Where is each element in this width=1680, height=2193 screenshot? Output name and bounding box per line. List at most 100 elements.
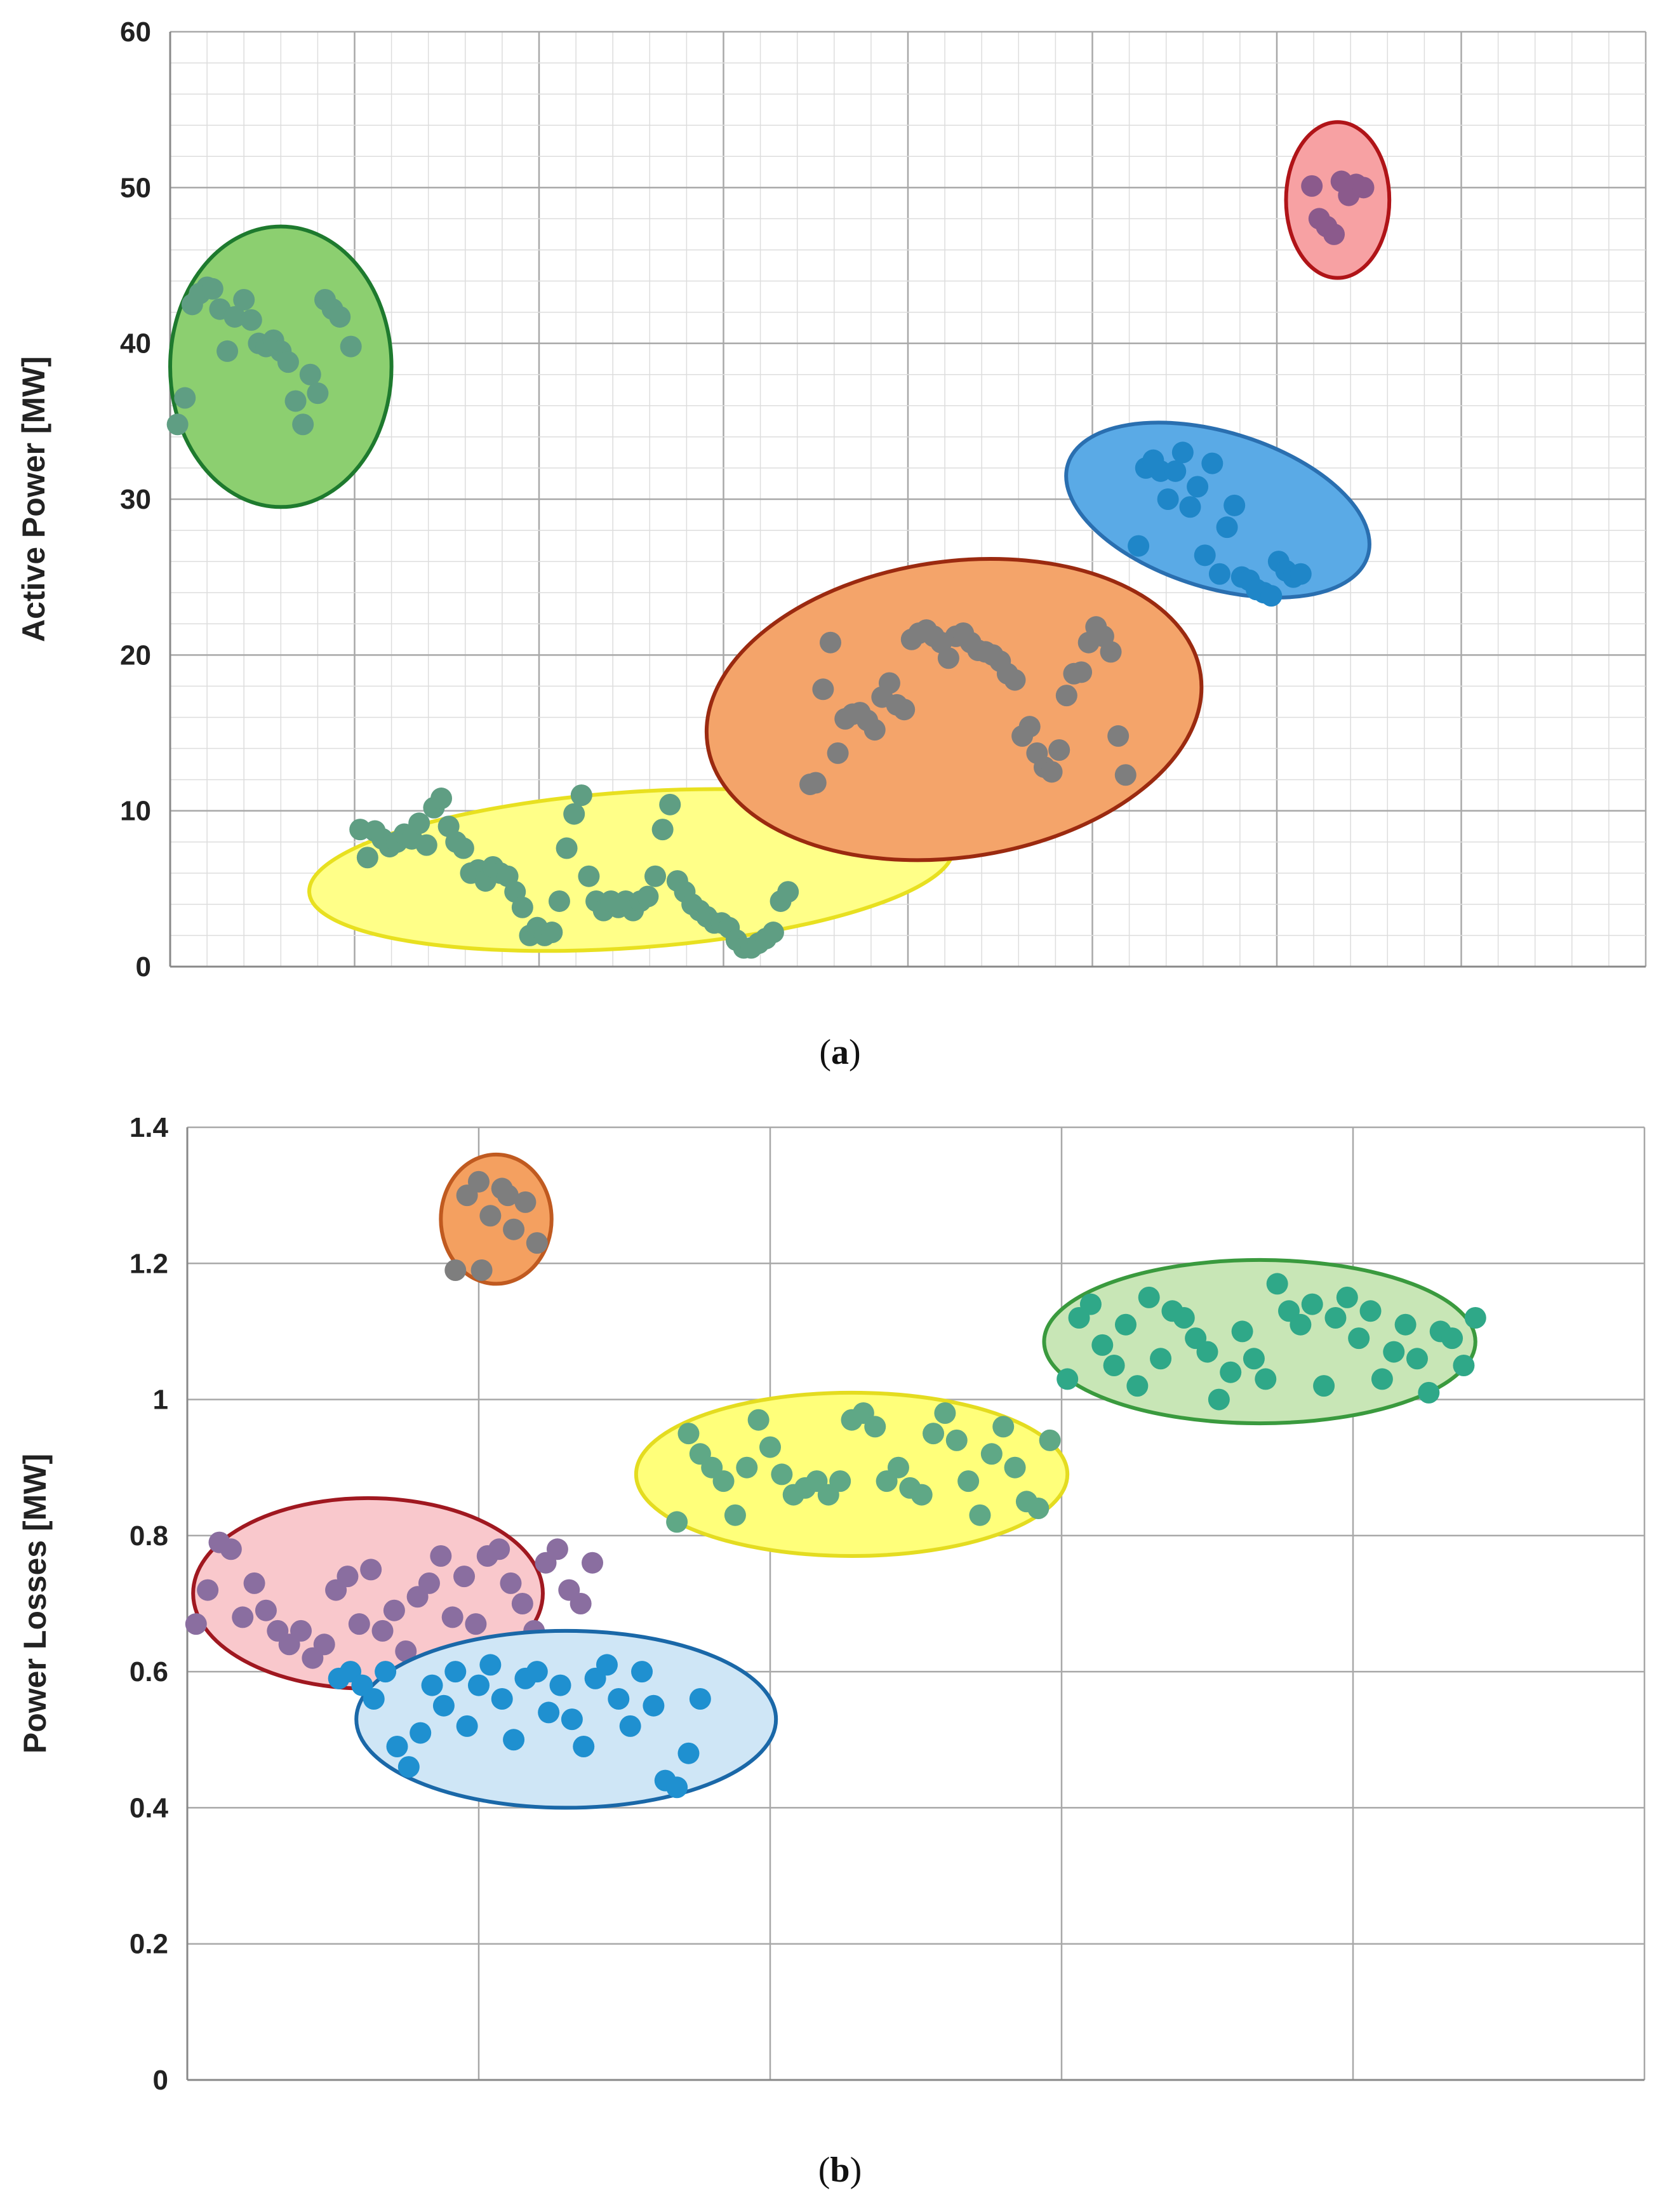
data-point [1150,1348,1172,1370]
data-point [1464,1307,1486,1329]
data-point [1179,496,1201,518]
y-tick-label: 1 [153,1385,168,1416]
data-point [893,699,916,721]
data-point [878,672,900,694]
data-point [608,1688,630,1710]
data-point [430,1545,452,1567]
y-tick-label: 60 [120,17,151,48]
cluster-yellow-b [634,1390,1070,1558]
data-point [1173,1307,1195,1329]
data-point [1149,460,1171,482]
data-point [992,1416,1015,1438]
data-point [910,1484,933,1506]
data-point [217,340,239,362]
data-point [659,793,681,815]
data-point [488,1538,510,1560]
y-tick-label: 40 [120,328,151,359]
y-tick-label: 0.2 [130,1929,168,1960]
data-point [1223,494,1246,516]
data-point [1260,585,1283,607]
data-point [375,1661,397,1683]
data-point [1290,1313,1312,1336]
data-point [243,1572,265,1594]
data-point [864,1416,886,1438]
data-point [666,1776,688,1799]
data-point [511,896,533,918]
data-point [1048,739,1070,761]
data-point [1290,563,1312,585]
y-tick-label: 1.4 [130,1112,169,1143]
data-point [736,1456,758,1479]
data-point [1138,1286,1160,1308]
data-point [1091,1334,1114,1356]
data-point [1255,1368,1277,1390]
data-point [444,1259,467,1281]
data-point [299,363,321,386]
data-point [812,678,834,701]
data-point [563,803,585,825]
data-point [1057,1368,1079,1390]
data-point [1301,1293,1323,1315]
data-point [410,1722,432,1744]
data-point [185,1613,207,1635]
data-point [395,1640,417,1662]
data-point [313,1633,335,1656]
cluster-green-a [166,224,394,509]
data-point [712,1470,735,1492]
data-point [829,1470,851,1492]
data-point [220,1538,242,1560]
data-point [619,1715,641,1737]
data-point [415,834,437,856]
data-point [1406,1348,1428,1370]
data-point [651,819,674,841]
data-point [197,1579,219,1601]
data-point [444,1661,467,1683]
data-point [360,1559,382,1581]
data-point [497,1184,519,1207]
data-point [1348,1327,1370,1350]
data-point [596,1654,618,1676]
data-point [923,1423,945,1445]
data-point [479,1205,502,1227]
data-point [371,1620,394,1642]
data-point [1128,535,1150,557]
data-point [526,1232,548,1254]
data-point [771,1463,793,1485]
data-point [1126,1375,1149,1397]
y-tick-label: 50 [120,172,151,203]
caption-b: (b) [818,2150,862,2190]
data-point [573,1736,595,1757]
data-point [561,1708,583,1731]
data-point [827,742,849,764]
data-point [468,1674,490,1696]
data-point [777,881,799,903]
data-point [1371,1368,1393,1390]
data-point [1324,1307,1347,1329]
data-point [511,1593,533,1614]
data-point [337,1566,359,1588]
data-point [329,305,351,328]
data-point [677,1423,700,1445]
y-tick-label: 20 [120,640,151,671]
data-point [240,309,262,331]
data-point [759,1436,781,1458]
data-point [255,1599,277,1621]
data-point [421,1674,443,1696]
data-point [1383,1341,1405,1363]
data-point [804,772,827,794]
data-point [578,865,600,887]
cluster-orange-b [439,1152,554,1286]
data-point [1313,1375,1335,1397]
data-point [1114,1313,1137,1336]
data-point [232,1606,254,1628]
data-point [1359,1300,1382,1322]
data-point [233,288,255,311]
data-point [747,1409,770,1431]
data-point [514,1191,537,1213]
data-point [223,305,246,328]
y-tick-label: 30 [120,484,151,515]
data-point [1418,1381,1440,1404]
data-point [1079,1293,1102,1315]
data-point [340,335,362,358]
data-point [1196,1341,1218,1363]
